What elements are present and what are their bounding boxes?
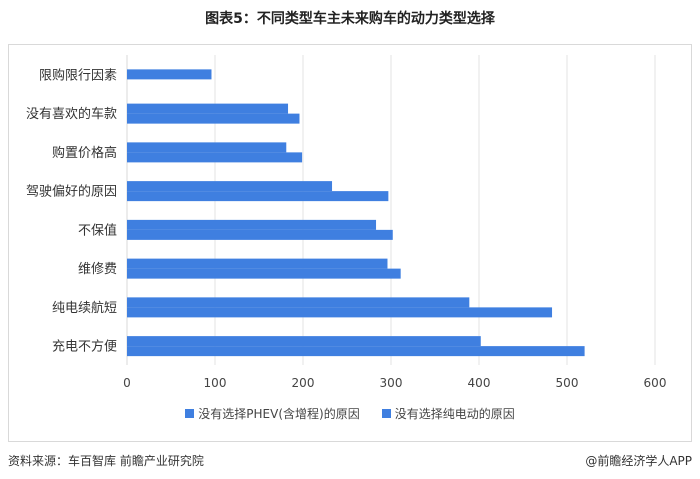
legend-item-phev: 没有选择PHEV(含增程)的原因 [185, 405, 360, 422]
category-label-5: 维修费 [78, 262, 117, 277]
category-label-7: 充电不方便 [52, 339, 117, 355]
bar-phev-6 [127, 297, 470, 308]
category-label-4: 不保值 [78, 222, 117, 238]
category-label-0: 限购限行因素 [39, 67, 117, 83]
chart-title: 图表5：不同类型车主未来购车的动力类型选择 [205, 11, 495, 27]
bar-ev-6 [127, 307, 553, 318]
brand-credit: @前瞻经济学人APP [585, 452, 692, 469]
legend-label-ev: 没有选择纯电动的原因 [394, 407, 515, 421]
bar-phev-2 [127, 142, 287, 153]
brand-text: @前瞻经济学人APP [585, 454, 692, 468]
x-tick-label-600: 600 [644, 376, 667, 390]
x-tick-label-300: 300 [380, 376, 403, 390]
category-label-6: 纯电续航短 [52, 300, 117, 316]
category-label-2: 购置价格高 [52, 145, 117, 161]
source-note: 资料来源：车百智库 前瞻产业研究院 [8, 454, 204, 468]
category-label-3: 驾驶偏好的原因 [26, 184, 117, 200]
bar-ev-3 [127, 191, 389, 202]
legend: 没有选择PHEV(含增程)的原因 没有选择纯电动的原因 [0, 405, 700, 422]
bar-ev-1 [127, 113, 300, 124]
bar-phev-1 [127, 103, 289, 114]
bar-ev-5 [127, 268, 401, 279]
bar-phev-7 [127, 336, 481, 347]
x-tick-label-0: 0 [123, 376, 131, 390]
x-tick-label-200: 200 [292, 376, 315, 390]
bar-phev-3 [127, 181, 333, 192]
bar-phev-5 [127, 258, 388, 269]
bar-ev-2 [127, 152, 303, 163]
legend-item-ev: 没有选择纯电动的原因 [381, 405, 515, 422]
bar-phev-4 [127, 219, 377, 230]
chart-frame [8, 44, 692, 442]
category-label-1: 没有喜欢的车款 [26, 106, 117, 122]
bar-ev-4 [127, 229, 393, 240]
legend-label-phev: 没有选择PHEV(含增程)的原因 [198, 407, 360, 421]
legend-swatch-ev [381, 409, 391, 418]
bar-ev-7 [127, 346, 585, 357]
x-tick-label-100: 100 [204, 376, 227, 390]
bar-ev-0 [127, 69, 212, 80]
x-tick-label-500: 500 [556, 376, 579, 390]
x-tick-label-400: 400 [468, 376, 491, 390]
legend-swatch-phev [185, 409, 195, 418]
